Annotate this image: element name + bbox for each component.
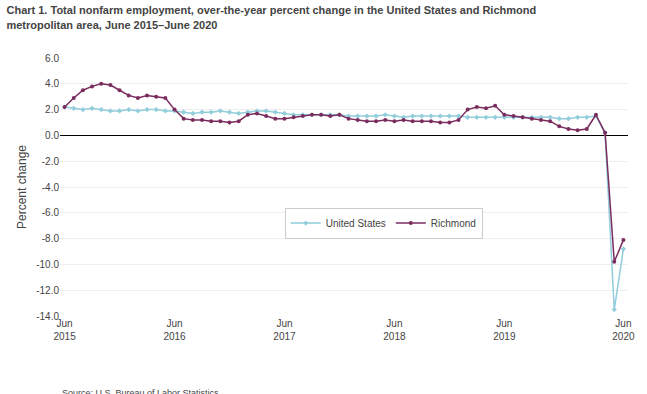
svg-text:-14.0: -14.0 — [36, 311, 59, 322]
svg-text:-4.0: -4.0 — [42, 182, 60, 193]
svg-text:-10.0: -10.0 — [36, 259, 59, 270]
svg-text:Source: U.S. Bureau of Labor S: Source: U.S. Bureau of Labor Statistics. — [62, 388, 221, 394]
svg-text:United States: United States — [326, 218, 386, 229]
svg-text:-8.0: -8.0 — [42, 233, 60, 244]
svg-text:Chart 1. Total nonfarm employm: Chart 1. Total nonfarm employment, over-… — [6, 4, 536, 30]
svg-text:Jun2019: Jun2019 — [493, 318, 516, 342]
svg-text:-6.0: -6.0 — [42, 207, 60, 218]
svg-text:6.0: 6.0 — [45, 53, 59, 64]
svg-text:Jun2015: Jun2015 — [53, 318, 76, 342]
svg-text:-2.0: -2.0 — [42, 156, 60, 167]
svg-text:Jun2017: Jun2017 — [273, 318, 296, 342]
svg-text:Jun2018: Jun2018 — [383, 318, 406, 342]
svg-text:Percent change: Percent change — [15, 145, 29, 229]
svg-text:0.0: 0.0 — [45, 130, 59, 141]
svg-text:4.0: 4.0 — [45, 78, 59, 89]
svg-text:Richmond: Richmond — [431, 218, 476, 229]
svg-text:2.0: 2.0 — [45, 104, 59, 115]
svg-text:Jun2016: Jun2016 — [163, 318, 186, 342]
svg-text:Jun2020: Jun2020 — [612, 318, 635, 342]
svg-text:-12.0: -12.0 — [36, 285, 59, 296]
